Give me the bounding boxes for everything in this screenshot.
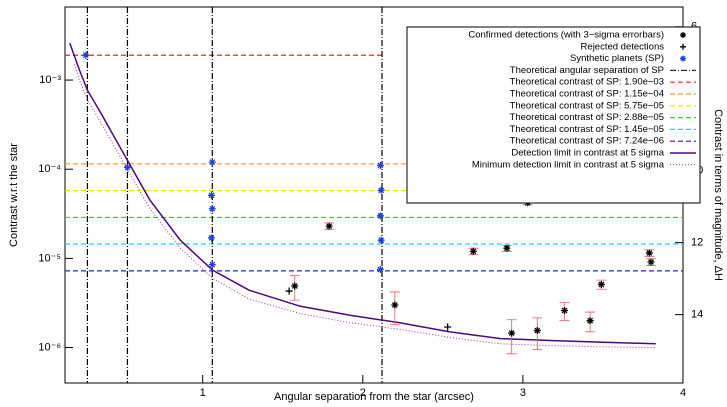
legend-label: Synthetic planets (SP) — [570, 53, 664, 64]
legend-label: Minimum detection limit in contrast at 5… — [472, 159, 665, 170]
point — [647, 258, 655, 266]
x-tick-label: 3 — [520, 387, 526, 399]
point — [561, 307, 569, 315]
legend-label: Theoretical contrast of SP: 5.75e−05 — [510, 100, 664, 111]
legend: Confirmed detections (with 3−sigma error… — [406, 26, 701, 204]
point — [291, 282, 299, 290]
point — [586, 317, 594, 325]
point — [82, 51, 90, 59]
y2-tick-label: 12 — [691, 237, 703, 249]
point — [377, 236, 385, 244]
point — [208, 205, 216, 213]
point — [207, 234, 215, 242]
x-tick-label: 1 — [200, 387, 206, 399]
legend-label: Confirmed detections (with 3−sigma error… — [468, 30, 664, 41]
point — [376, 162, 384, 170]
legend-label: Theoretical contrast of SP: 1.45e−05 — [510, 124, 664, 135]
y-tick-label: 10⁻⁴ — [38, 163, 61, 175]
point — [444, 323, 452, 331]
limit-curve — [69, 42, 656, 345]
point — [597, 280, 605, 288]
limit-curve — [74, 64, 656, 348]
x-axis-label: Angular separation from the star (arcsec… — [274, 391, 474, 403]
point — [391, 301, 399, 309]
point — [285, 287, 293, 295]
x-tick-label: 2 — [360, 387, 366, 399]
y-tick-label: 10⁻⁶ — [38, 341, 61, 353]
point — [645, 249, 653, 257]
point — [503, 244, 511, 252]
legend-label: Theoretical contrast of SP: 1.90e−03 — [510, 77, 664, 88]
point — [377, 186, 385, 194]
y-tick-label: 10⁻⁵ — [38, 252, 61, 264]
point — [376, 266, 384, 274]
legend-box — [406, 26, 701, 204]
legend-label: Theoretical contrast of SP: 2.88e−05 — [510, 112, 664, 123]
legend-label: Rejected detections — [581, 41, 665, 52]
point — [376, 212, 384, 220]
point — [207, 191, 215, 199]
point — [508, 329, 516, 337]
point — [325, 222, 333, 230]
legend-label: Theoretical angular separation of SP — [510, 65, 664, 76]
y-axis-label: Contrast w.r.t the star — [8, 143, 20, 247]
y2-tick-label: 14 — [691, 309, 703, 321]
y-tick-label: 10⁻³ — [39, 74, 61, 86]
x-tick-label: 4 — [680, 387, 686, 399]
legend-marker — [680, 43, 686, 50]
point — [469, 247, 477, 255]
point — [208, 261, 216, 269]
point — [123, 163, 131, 171]
legend-marker — [680, 32, 686, 38]
y2-axis-label: Contrast in terms of magnitude, ΔH — [712, 109, 724, 281]
point — [208, 158, 216, 166]
legend-label: Theoretical contrast of SP: 1.15e−04 — [510, 89, 664, 100]
legend-marker — [680, 55, 686, 62]
error-bar — [506, 319, 517, 355]
legend-label: Detection limit in contrast at 5 sigma — [511, 148, 664, 159]
point — [533, 327, 541, 335]
legend-label: Theoretical contrast of SP: 7.24e−06 — [510, 136, 664, 147]
